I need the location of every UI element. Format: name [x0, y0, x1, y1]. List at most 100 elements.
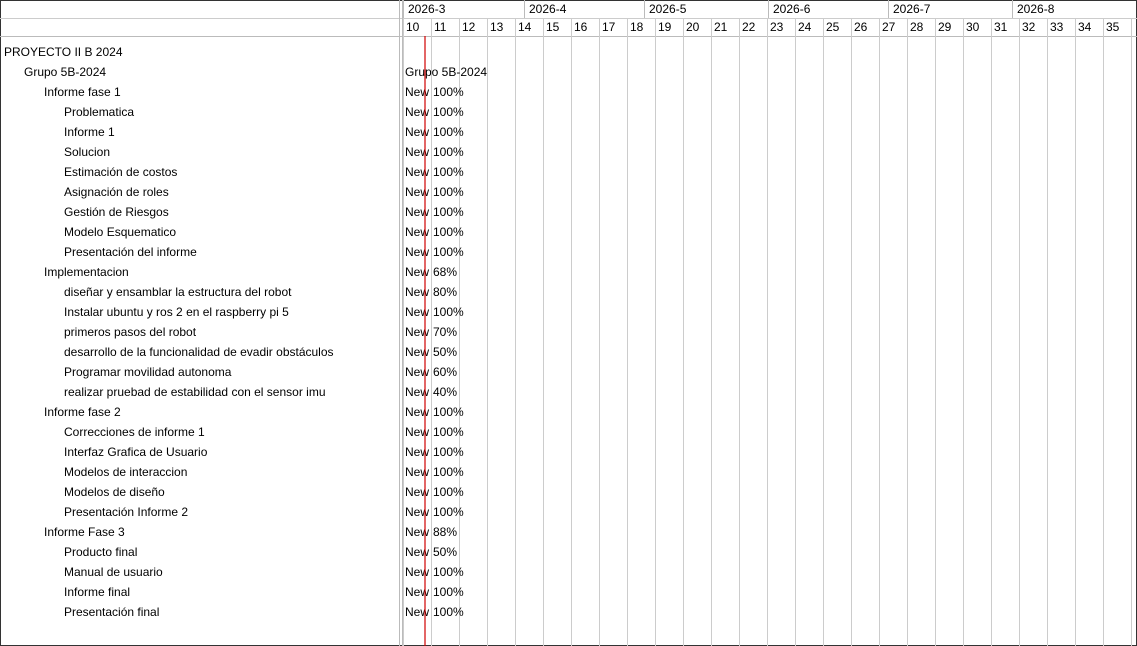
week-label: 29 — [938, 20, 952, 34]
month-label: 2026-5 — [649, 2, 687, 16]
task-status: New — [405, 385, 429, 399]
task-name: Programar movilidad autonoma — [64, 365, 232, 379]
task-status: New — [405, 285, 429, 299]
week-label: 32 — [1022, 20, 1036, 34]
task-name: Grupo 5B-2024 — [24, 65, 106, 79]
task-name: Solucion — [64, 145, 110, 159]
task-status: New — [405, 505, 429, 519]
task-status: New — [405, 245, 429, 259]
task-progress: 100% — [433, 465, 464, 479]
task-rows: PROYECTO II B 2024 Grupo 5B-2024 Grupo 5B-… — [4, 45, 487, 619]
task-progress: 100% — [433, 565, 464, 579]
task-status: New — [405, 465, 429, 479]
task-name: Correcciones de informe 1 — [64, 425, 205, 439]
week-label: 33 — [1050, 20, 1064, 34]
task-status: New — [405, 405, 429, 419]
task-status: New — [405, 565, 429, 579]
task-name: Problematica — [64, 105, 134, 119]
task-status: New — [405, 205, 429, 219]
task-progress: 100% — [433, 125, 464, 139]
task-status: New — [405, 485, 429, 499]
task-progress: 100% — [433, 305, 464, 319]
task-name: Manual de usuario — [64, 565, 163, 579]
task-progress: 100% — [433, 185, 464, 199]
week-label: 10 — [406, 20, 420, 34]
week-label: 14 — [518, 20, 532, 34]
task-name: Modelo Esquematico — [64, 225, 176, 239]
task-status: New — [405, 345, 429, 359]
task-status: New — [405, 265, 429, 279]
task-name: Modelos de interaccion — [64, 465, 187, 479]
month-label: 2026-7 — [893, 2, 931, 16]
task-name: Informe 1 — [64, 125, 115, 139]
task-name: desarrollo de la funcionalidad de evadir… — [64, 345, 334, 359]
week-label: 24 — [798, 20, 812, 34]
week-label: 26 — [854, 20, 868, 34]
task-name: PROYECTO II B 2024 — [4, 45, 123, 59]
task-status: New — [405, 225, 429, 239]
month-label: 2026-8 — [1017, 2, 1055, 16]
task-name: Interfaz Grafica de Usuario — [64, 445, 208, 459]
week-label: 21 — [714, 20, 728, 34]
task-progress: 100% — [433, 85, 464, 99]
task-progress: 100% — [433, 205, 464, 219]
task-progress: 40% — [433, 385, 457, 399]
task-progress: 68% — [433, 265, 457, 279]
task-status: New — [405, 445, 429, 459]
bar-label: Grupo 5B-2024 — [405, 65, 487, 79]
task-name: Presentación del informe — [64, 245, 197, 259]
task-status: New — [405, 365, 429, 379]
week-label: 30 — [966, 20, 980, 34]
week-label: 16 — [574, 20, 588, 34]
task-progress: 100% — [433, 445, 464, 459]
task-status: New — [405, 585, 429, 599]
task-status: New — [405, 325, 429, 339]
week-label: 19 — [658, 20, 672, 34]
task-progress: 100% — [433, 425, 464, 439]
month-label: 2026-3 — [408, 2, 446, 16]
task-progress: 100% — [433, 485, 464, 499]
task-name: Modelos de diseño — [64, 485, 165, 499]
week-label: 20 — [686, 20, 700, 34]
task-status: New — [405, 185, 429, 199]
task-name: Gestión de Riesgos — [64, 205, 169, 219]
week-label: 17 — [602, 20, 616, 34]
week-label: 27 — [882, 20, 896, 34]
task-name: Presentación Informe 2 — [64, 505, 188, 519]
task-status: New — [405, 85, 429, 99]
week-label: 11 — [434, 20, 447, 34]
task-progress: 60% — [433, 365, 457, 379]
task-progress: 100% — [433, 605, 464, 619]
week-label: 13 — [490, 20, 504, 34]
task-progress: 100% — [433, 245, 464, 259]
task-name: diseñar y ensamblar la estructura del ro… — [64, 285, 292, 299]
task-name: Informe fase 2 — [44, 405, 121, 419]
task-status: New — [405, 125, 429, 139]
week-label: 31 — [994, 20, 1008, 34]
task-name: Instalar ubuntu y ros 2 en el raspberry … — [64, 305, 289, 319]
task-status: New — [405, 165, 429, 179]
week-label: 25 — [826, 20, 840, 34]
task-progress: 100% — [433, 225, 464, 239]
task-name: Implementacion — [44, 265, 129, 279]
task-name: primeros pasos del robot — [64, 325, 197, 339]
task-progress: 100% — [433, 165, 464, 179]
week-label: 28 — [910, 20, 924, 34]
task-name: Asignación de roles — [64, 185, 169, 199]
task-name: Informe fase 1 — [44, 85, 121, 99]
task-name: Informe final — [64, 585, 130, 599]
week-label: 15 — [546, 20, 560, 34]
week-label: 23 — [770, 20, 784, 34]
task-name: realizar pruebad de estabilidad con el s… — [64, 385, 326, 399]
week-label: 35 — [1106, 20, 1120, 34]
task-name: Presentación final — [64, 605, 159, 619]
task-progress: 100% — [433, 145, 464, 159]
task-status: New — [405, 105, 429, 119]
task-progress: 100% — [433, 105, 464, 119]
task-status: New — [405, 305, 429, 319]
task-name: Estimación de costos — [64, 165, 177, 179]
task-status: New — [405, 425, 429, 439]
week-label: 34 — [1078, 20, 1092, 34]
